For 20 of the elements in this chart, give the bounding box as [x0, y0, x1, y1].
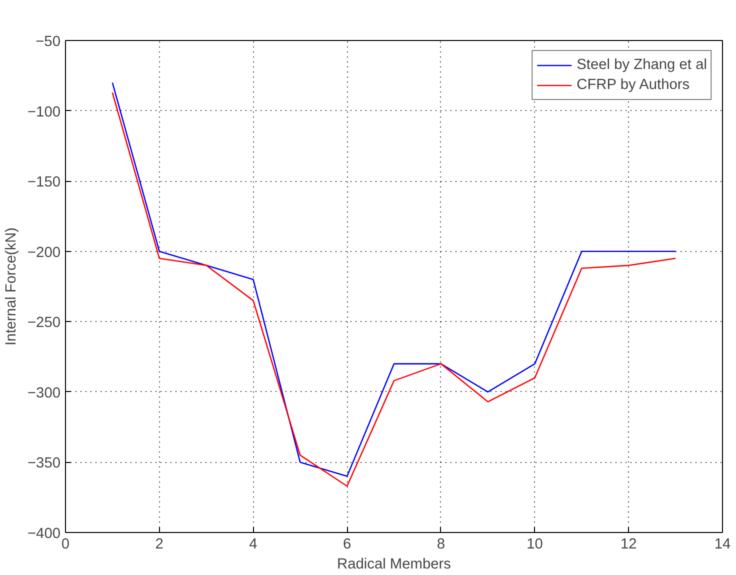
x-tick-label: 2: [155, 536, 164, 552]
y-tick-label: −400: [27, 526, 61, 542]
x-tick-label: 8: [436, 536, 446, 552]
x-axis-title: Radical Members: [336, 556, 452, 572]
x-tick-label: 6: [342, 536, 352, 552]
y-tick-label: −200: [27, 244, 61, 261]
x-tick-label: 10: [526, 536, 543, 552]
y-tick-label: −350: [27, 456, 61, 472]
legend-label: CFRP by Authors: [576, 77, 690, 93]
x-tick-label: 14: [714, 536, 731, 552]
x-tick-label: 4: [249, 536, 258, 552]
legend-label: Steel by Zhang et al: [576, 57, 707, 73]
y-tick-label: −150: [27, 174, 61, 191]
y-tick-label: −250: [27, 315, 61, 332]
x-tick-label: 12: [620, 536, 637, 552]
y-tick-label: −50: [36, 34, 61, 50]
y-axis-title: Internal Force(kN): [3, 227, 20, 346]
x-tick-label: 0: [61, 536, 70, 552]
y-tick-label: −300: [27, 385, 61, 402]
y-tick-label: −100: [27, 104, 61, 120]
